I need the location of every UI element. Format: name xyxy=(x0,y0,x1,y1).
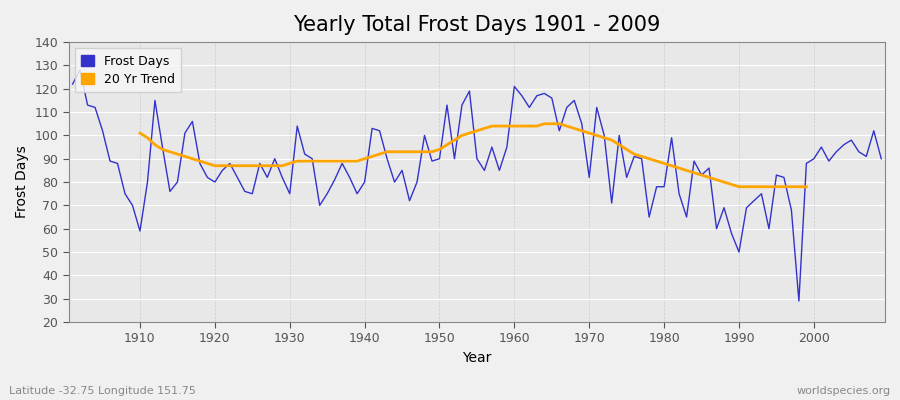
Frost Days xyxy=(135,229,146,234)
Frost Days xyxy=(300,152,310,156)
20 Yr Trend xyxy=(786,184,796,189)
Frost Days xyxy=(794,299,805,304)
Frost Days xyxy=(68,82,78,86)
Frost Days xyxy=(876,156,886,161)
Legend: Frost Days, 20 Yr Trend: Frost Days, 20 Yr Trend xyxy=(75,48,181,92)
20 Yr Trend xyxy=(539,121,550,126)
Y-axis label: Frost Days: Frost Days xyxy=(15,146,29,218)
Line: Frost Days: Frost Days xyxy=(73,70,881,301)
Frost Days xyxy=(509,84,520,89)
Frost Days xyxy=(517,93,527,98)
20 Yr Trend xyxy=(697,173,707,178)
20 Yr Trend xyxy=(711,177,722,182)
20 Yr Trend xyxy=(135,131,146,136)
Line: 20 Yr Trend: 20 Yr Trend xyxy=(140,124,806,187)
Text: Latitude -32.75 Longitude 151.75: Latitude -32.75 Longitude 151.75 xyxy=(9,386,196,396)
20 Yr Trend xyxy=(734,184,744,189)
Frost Days xyxy=(344,175,355,180)
Title: Yearly Total Frost Days 1901 - 2009: Yearly Total Frost Days 1901 - 2009 xyxy=(293,15,661,35)
X-axis label: Year: Year xyxy=(463,351,491,365)
20 Yr Trend xyxy=(801,184,812,189)
Frost Days xyxy=(75,68,86,72)
Text: worldspecies.org: worldspecies.org xyxy=(796,386,891,396)
20 Yr Trend xyxy=(337,159,347,164)
Frost Days xyxy=(607,201,617,206)
20 Yr Trend xyxy=(224,163,235,168)
20 Yr Trend xyxy=(607,138,617,142)
